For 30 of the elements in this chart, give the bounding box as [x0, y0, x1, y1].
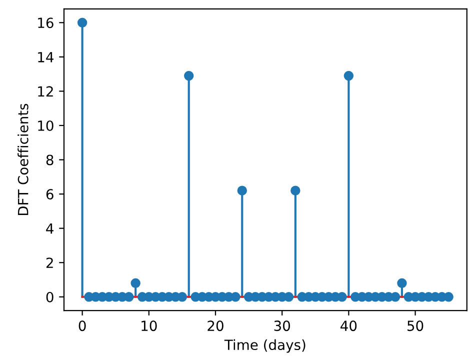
y-tick-label: 6 [46, 189, 54, 200]
point [230, 292, 240, 302]
y-tick-label: 4 [46, 223, 54, 234]
point [290, 186, 300, 196]
y-tick-label: 10 [38, 120, 54, 131]
point [284, 292, 294, 302]
point [184, 70, 194, 81]
y-tick-label: 2 [46, 258, 53, 268]
point [337, 292, 347, 302]
y-tick-label: 12 [38, 86, 53, 96]
x-tick-label: 20 [208, 320, 224, 332]
point [124, 292, 134, 302]
x-axis-title: Time (days) [224, 339, 306, 353]
y-tick-label: 16 [38, 18, 54, 28]
y-tick-label: 8 [46, 154, 54, 166]
x-tick-label: 50 [408, 320, 424, 332]
x-tick-label: 10 [142, 320, 157, 332]
point [130, 278, 140, 288]
point [397, 278, 407, 288]
y-tick-label: 0 [46, 292, 54, 302]
y-tick-label: 14 [38, 52, 54, 62]
point [77, 18, 88, 28]
point [237, 186, 247, 196]
x-tick-label: 0 [78, 320, 86, 332]
point [444, 292, 454, 302]
point [344, 70, 354, 81]
point [177, 292, 188, 302]
x-tick-label: 30 [274, 320, 290, 332]
x-tick-label: 40 [340, 320, 357, 332]
y-axis-title: DFT Coefficients [18, 104, 28, 216]
